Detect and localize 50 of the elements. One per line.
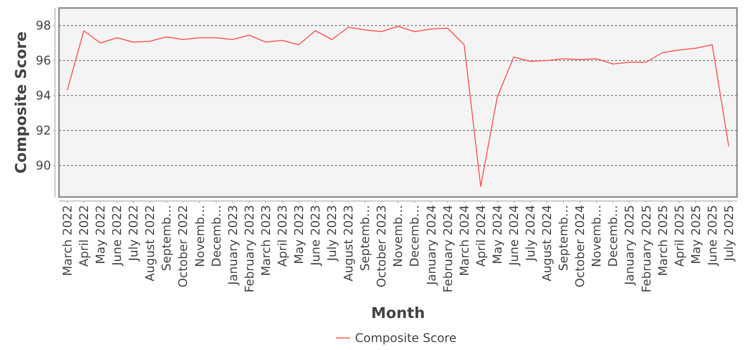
x-tick-label: Septemb… xyxy=(160,205,174,272)
x-tick-label: May 2025 xyxy=(688,205,703,264)
x-tick-label: Decemb… xyxy=(209,205,224,267)
x-tick-label: February 2025 xyxy=(639,205,654,293)
x-tick-label: June 2024 xyxy=(506,205,521,266)
x-tick-label: June 2025 xyxy=(705,205,720,266)
legend-label: Composite Score xyxy=(355,331,456,346)
line-series xyxy=(66,26,730,187)
x-tick-label: March 2022 xyxy=(60,205,74,276)
x-tick-label: Novemb… xyxy=(590,205,604,268)
x-tick-label: August 2024 xyxy=(540,205,554,282)
x-tick-label: Septemb… xyxy=(556,205,571,272)
x-tick-label: April 2023 xyxy=(275,205,290,267)
x-tick-label: June 2023 xyxy=(308,205,323,266)
x-tick-label: May 2022 xyxy=(94,205,108,264)
x-tick-label: Septemb… xyxy=(358,205,372,272)
x-tick-label: June 2022 xyxy=(110,205,124,266)
x-tick-label: January 2025 xyxy=(622,205,637,286)
x-tick-label: May 2024 xyxy=(490,205,504,264)
y-tick-label: 94 xyxy=(36,88,51,103)
x-tick-label: Novemb… xyxy=(391,205,406,268)
x-tick-label: January 2024 xyxy=(424,205,438,286)
x-tick-label: January 2023 xyxy=(226,205,240,286)
x-tick-label: May 2023 xyxy=(292,205,306,264)
x-tick-label: July 2022 xyxy=(126,205,141,262)
x-tick-label: April 2024 xyxy=(474,205,488,267)
x-tick-label: April 2025 xyxy=(672,205,686,267)
x-tick-label: October 2023 xyxy=(374,205,389,288)
y-tick-label: 92 xyxy=(36,124,51,138)
x-tick-label: Decemb… xyxy=(408,205,422,267)
x-tick-label: Novemb… xyxy=(192,205,207,268)
x-tick-label: July 2024 xyxy=(523,205,538,262)
x-tick-label: August 2022 xyxy=(143,205,158,282)
x-tick-label: October 2022 xyxy=(176,205,190,288)
x-tick-label: Decemb… xyxy=(606,205,620,267)
x-tick-label: February 2024 xyxy=(440,205,455,293)
x-tick-label: July 2023 xyxy=(325,205,340,262)
y-axis-title: Composite Score xyxy=(12,31,30,174)
x-tick-label: February 2023 xyxy=(242,205,256,293)
x-axis-title: Month xyxy=(371,304,425,322)
x-tick-label: August 2023 xyxy=(342,205,356,282)
x-tick-label: April 2022 xyxy=(77,205,92,267)
y-tick-label: 98 xyxy=(36,18,51,33)
y-tick-label: 90 xyxy=(36,158,51,173)
x-tick-label: July 2025 xyxy=(722,205,736,262)
x-tick-label: March 2025 xyxy=(656,205,670,276)
x-tick-label: March 2023 xyxy=(258,205,273,276)
y-tick-label: 96 xyxy=(36,54,51,68)
x-tick-label: October 2024 xyxy=(573,205,588,288)
x-tick-label: March 2024 xyxy=(457,205,472,276)
